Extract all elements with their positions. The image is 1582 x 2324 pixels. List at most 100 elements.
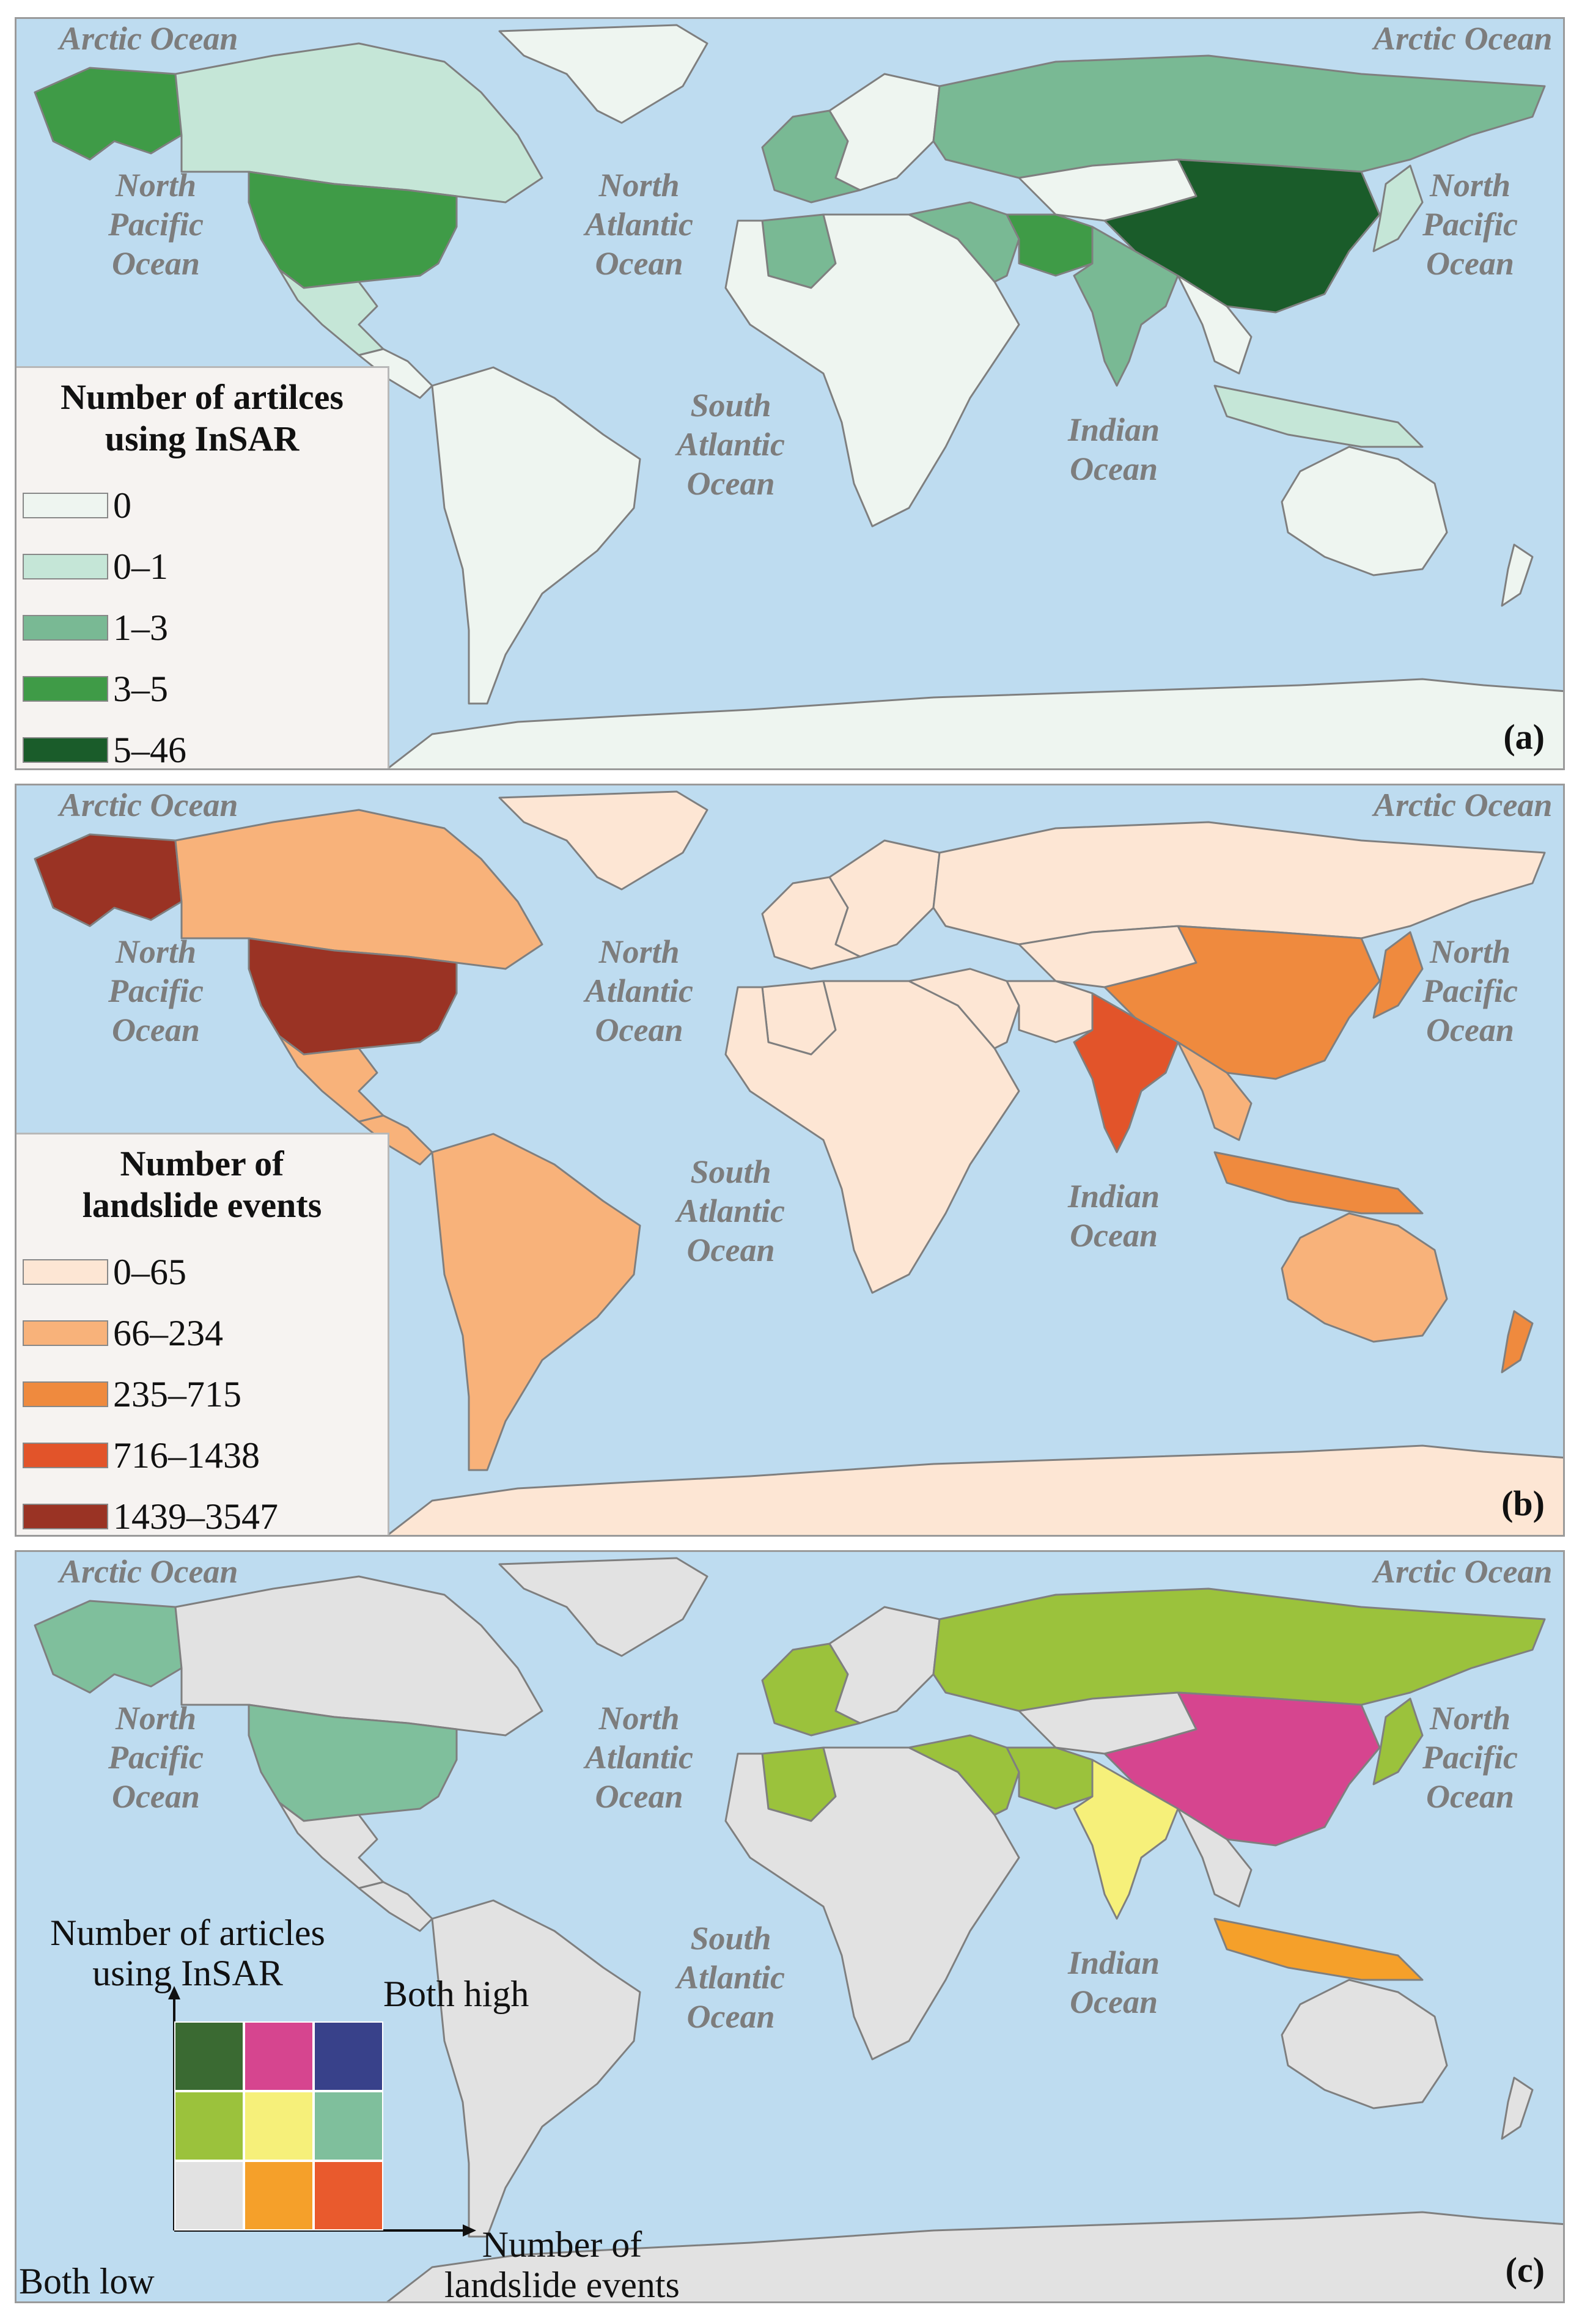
legend-swatch (23, 493, 108, 518)
legend-item: 235–715 (23, 1373, 241, 1416)
australia (1281, 1979, 1448, 2109)
legend-cell-low-high (314, 2161, 383, 2230)
south-america (431, 1133, 641, 1471)
ocean-label-north-pacific-left: North Pacific Ocean (108, 167, 204, 282)
ocean-label-arctic-right: Arctic Ocean (1374, 1553, 1553, 1590)
legend-landslide-events: Number of landslide events 0–65 66–234 2… (17, 1133, 389, 1537)
south-america (431, 1899, 641, 2238)
middle-east (908, 968, 1020, 1050)
south-america (431, 366, 641, 705)
china (1103, 158, 1381, 314)
india (1073, 226, 1179, 387)
ocean-label-north-atlantic: North Atlantic Ocean (585, 167, 694, 282)
ocean-label-south-atlantic: South Atlantic Ocean (677, 1920, 785, 2035)
japan (1372, 931, 1424, 1019)
panel-a-insar-articles-map: Arctic Ocean Arctic Ocean North Pacific … (15, 17, 1565, 770)
mexico (278, 268, 384, 356)
legend-label: 5–46 (113, 729, 186, 770)
iran (1006, 213, 1094, 277)
legend-title: Number of landslide events (82, 1144, 322, 1225)
legend-swatch (23, 676, 108, 702)
ocean-label-arctic-right: Arctic Ocean (1374, 787, 1553, 823)
ocean-label-south-atlantic: South Atlantic Ocean (677, 387, 785, 502)
panel-tag: (c) (1505, 2250, 1545, 2290)
legend-label: 1–3 (113, 607, 168, 648)
mexico (278, 1801, 384, 1889)
legend-cell-low-mid (244, 2161, 314, 2230)
ocean-label-north-atlantic: North Atlantic Ocean (585, 933, 694, 1048)
legend-swatch (23, 737, 108, 763)
india (1073, 992, 1179, 1153)
indonesia (1213, 384, 1424, 448)
arrow-up-icon (168, 1986, 180, 1999)
middle-east (908, 1734, 1020, 1816)
usa (248, 171, 458, 289)
legend-label: 3–5 (113, 668, 168, 709)
ocean-label-indian: Indian Ocean (1068, 1944, 1160, 2020)
ocean-label-arctic-left: Arctic Ocean (59, 1553, 238, 1590)
japan (1372, 164, 1424, 252)
legend-label: 0 (113, 485, 131, 526)
panel-tag: (b) (1501, 1484, 1545, 1523)
usa (248, 937, 458, 1056)
ocean-label-indian: Indian Ocean (1068, 411, 1160, 487)
legend-swatch (23, 1259, 108, 1285)
ocean-label-north-pacific-right: North Pacific Ocean (1422, 1700, 1518, 1815)
greenland (498, 790, 708, 891)
legend-label: 0–65 (113, 1251, 186, 1292)
legend-x-axis-label: Number of landslide events (444, 2224, 680, 2303)
ocean-label-north-atlantic: North Atlantic Ocean (585, 1700, 694, 1815)
alaska (34, 67, 183, 161)
new-zealand (1501, 2076, 1534, 2140)
legend-cell-high-mid (244, 2021, 314, 2091)
legend-insar-articles: Number of artilces using InSAR 0 0–1 1–3… (17, 366, 389, 770)
ocean-label-indian: Indian Ocean (1068, 1178, 1160, 1254)
europe-east (828, 1606, 941, 1724)
legend-label: 1439–3547 (113, 1496, 278, 1537)
world-map (17, 1552, 1563, 2301)
africa (724, 1746, 1020, 2061)
legend-item: 0–1 (23, 545, 168, 588)
russia (932, 821, 1546, 946)
mexico (278, 1035, 384, 1123)
panel-b-landslide-events-map: Arctic Ocean Arctic Ocean North Pacific … (15, 784, 1565, 1537)
legend-cell-mid-high (314, 2091, 383, 2161)
legend-item: 5–46 (23, 729, 186, 770)
ocean-label-north-pacific-right: North Pacific Ocean (1422, 167, 1518, 282)
europe-east (828, 73, 941, 191)
alaska (34, 1600, 183, 1694)
indonesia (1213, 1151, 1424, 1215)
panel-c-bivariate-map: Arctic Ocean Arctic Ocean North Pacific … (15, 1550, 1565, 2303)
greenland (498, 24, 708, 124)
ocean-label-north-pacific-right: North Pacific Ocean (1422, 933, 1518, 1048)
indonesia (1213, 1918, 1424, 1981)
arrow-right-icon (463, 2224, 476, 2237)
iran (1006, 980, 1094, 1043)
japan (1372, 1697, 1424, 1785)
legend-swatch (23, 1320, 108, 1346)
middle-east (908, 201, 1020, 283)
greenland (498, 1557, 708, 1657)
legend-item: 66–234 (23, 1312, 223, 1355)
ocean-label-arctic-right: Arctic Ocean (1374, 20, 1553, 57)
legend-cell-high-low (174, 2021, 244, 2091)
legend-label: 0–1 (113, 546, 168, 587)
legend-title: Number of artilces using InSAR (61, 377, 344, 458)
ocean-label-arctic-left: Arctic Ocean (59, 787, 238, 823)
africa (724, 980, 1020, 1294)
canada (174, 1575, 543, 1737)
legend-cell-mid-mid (244, 2091, 314, 2161)
legend-item: 716–1438 (23, 1434, 260, 1477)
usa (248, 1704, 458, 1822)
legend-item: 0 (23, 484, 131, 527)
antarctica (386, 2211, 1563, 2301)
china (1103, 1691, 1381, 1847)
legend-cell-mid-low (174, 2091, 244, 2161)
legend-y-axis-label: Number of articles using InSAR (50, 1913, 325, 1993)
ocean-label-arctic-left: Arctic Ocean (59, 20, 238, 57)
panel-tag: (a) (1503, 717, 1545, 757)
canada (174, 809, 543, 970)
russia (932, 54, 1546, 179)
legend-label: 235–715 (113, 1373, 241, 1414)
india (1073, 1759, 1179, 1920)
